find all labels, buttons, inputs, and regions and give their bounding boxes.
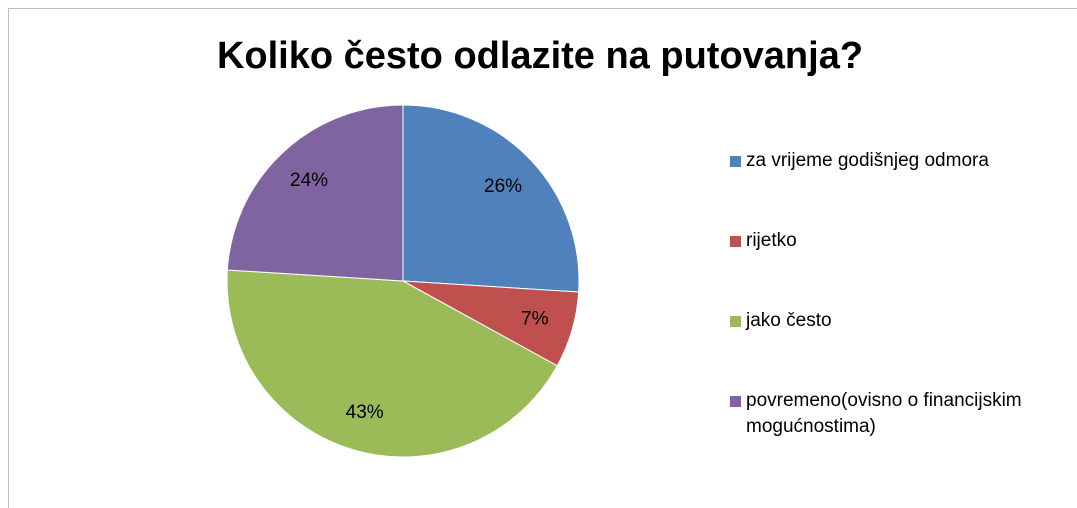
legend-item: za vrijeme godišnjeg odmora — [730, 148, 1070, 228]
legend-item: povremeno(ovisno o financijskim mogućnos… — [730, 388, 1070, 468]
data-label: 43% — [346, 402, 384, 423]
legend-swatch — [730, 156, 741, 167]
chart-border — [8, 8, 1077, 508]
legend-label: za vrijeme godišnjeg odmora — [746, 150, 989, 171]
pie: 26% 7% 43% 24% — [226, 104, 580, 458]
legend-swatch — [730, 316, 741, 327]
pie-slice — [226, 104, 404, 282]
legend-item: rijetko — [730, 228, 1070, 308]
legend-item: jako često — [730, 308, 1070, 388]
data-label: 26% — [484, 176, 522, 197]
data-label: 24% — [290, 170, 328, 191]
legend-swatch — [730, 396, 741, 407]
legend: za vrijeme godišnjeg odmora rijetko jako č… — [730, 148, 1070, 468]
pie-slice — [402, 104, 580, 293]
legend-label: rijetko — [746, 230, 797, 251]
legend-label: povremeno(ovisno o financijskim mogućnos… — [746, 390, 1022, 437]
chart-title: Koliko često odlazite na putovanja? — [217, 35, 863, 77]
data-label: 7% — [521, 308, 549, 329]
pie-slice — [226, 269, 558, 458]
legend-swatch — [730, 236, 741, 247]
legend-label: jako često — [746, 310, 832, 331]
